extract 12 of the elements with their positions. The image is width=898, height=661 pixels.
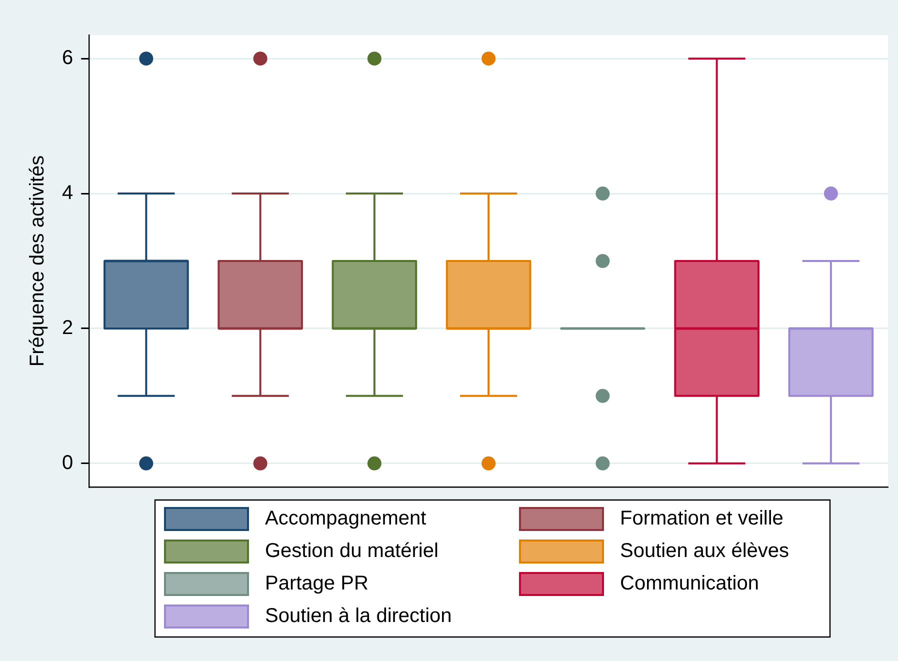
y-tick-label: 4 (62, 182, 74, 204)
y-tick-label: 2 (62, 316, 74, 339)
legend-label: Accompagnement (265, 508, 427, 530)
legend-label: Communication (620, 572, 759, 595)
y-tick-label: 6 (62, 47, 74, 70)
legend-label: Soutien aux élèves (620, 540, 790, 562)
legend-label: Soutien à la direction (265, 605, 452, 628)
y-tick-label: 0 (62, 452, 74, 474)
y-axis-title: Fréquence des activités (26, 155, 49, 367)
legend-label: Gestion du matériel (265, 540, 438, 562)
legend-label: Partage PR (265, 572, 368, 595)
legend-label: Formation et veille (620, 508, 784, 530)
